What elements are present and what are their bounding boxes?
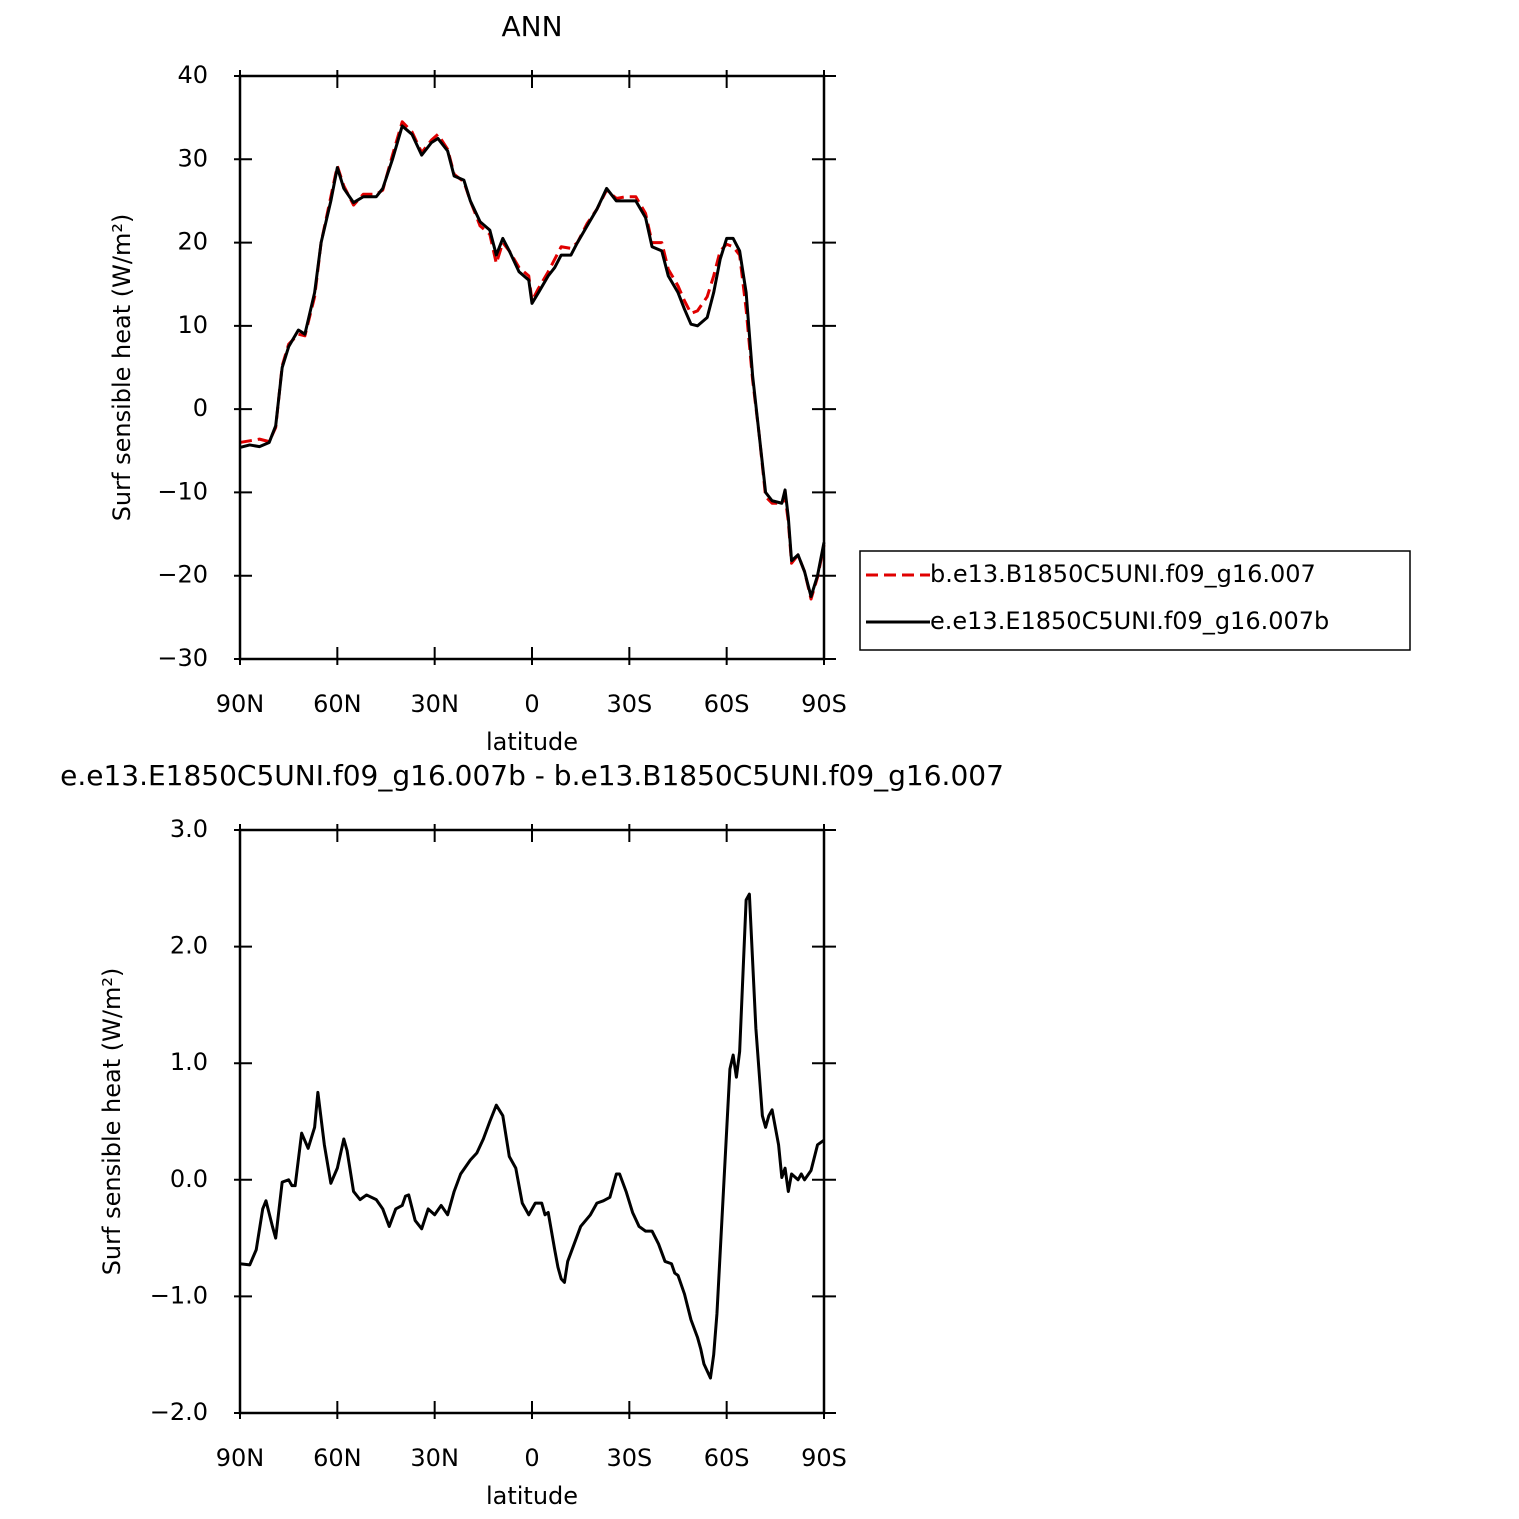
plot-frame [238,74,826,661]
x-axis-label: latitude [486,728,578,756]
x-tick-label: 60S [704,1444,750,1472]
x-tick-label: 30N [410,1444,459,1472]
y-tick-label: −20 [157,561,208,589]
legend-label: e.e13.E1850C5UNI.f09_g16.007b [930,607,1329,635]
legend-box [859,550,1411,651]
y-tick-label: 30 [177,144,208,172]
y-tick-label: −1.0 [150,1281,208,1309]
x-tick-label: 60N [313,690,362,718]
y-axis-label: Surf sensible heat (W/m²) [108,214,136,522]
data-line [239,124,826,599]
data-line [239,892,825,1380]
x-tick-label: 0 [524,690,539,718]
y-tick-label: −2.0 [150,1398,208,1426]
x-axis-label: latitude [486,1482,578,1510]
plot-frame [238,828,826,1415]
y-tick-label: 2.0 [170,932,208,960]
data-line [239,120,826,601]
x-tick-label: 60N [313,1444,362,1472]
legend-label: b.e13.B1850C5UNI.f09_g16.007 [930,560,1316,588]
x-tick-label: 30S [606,1444,652,1472]
x-tick-label: 90N [216,1444,265,1472]
y-tick-label: 0 [193,394,208,422]
x-tick-label: 90S [801,1444,847,1472]
x-tick-label: 60S [704,690,750,718]
x-tick-label: 0 [524,1444,539,1472]
x-tick-label: 30S [606,690,652,718]
y-tick-label: 3.0 [170,815,208,843]
x-tick-label: 90N [216,690,265,718]
y-tick-label: 20 [177,228,208,256]
y-tick-label: 10 [177,311,208,339]
y-tick-label: 0.0 [170,1165,208,1193]
chart-title: ANN [501,10,562,43]
chart-title: e.e13.E1850C5UNI.f09_g16.007b - b.e13.B1… [60,759,1004,792]
y-tick-label: −10 [157,477,208,505]
y-tick-label: 40 [177,61,208,89]
x-tick-label: 30N [410,690,459,718]
y-tick-label: −30 [157,644,208,672]
y-tick-label: 1.0 [170,1048,208,1076]
y-axis-label: Surf sensible heat (W/m²) [98,968,126,1276]
x-tick-label: 90S [801,690,847,718]
